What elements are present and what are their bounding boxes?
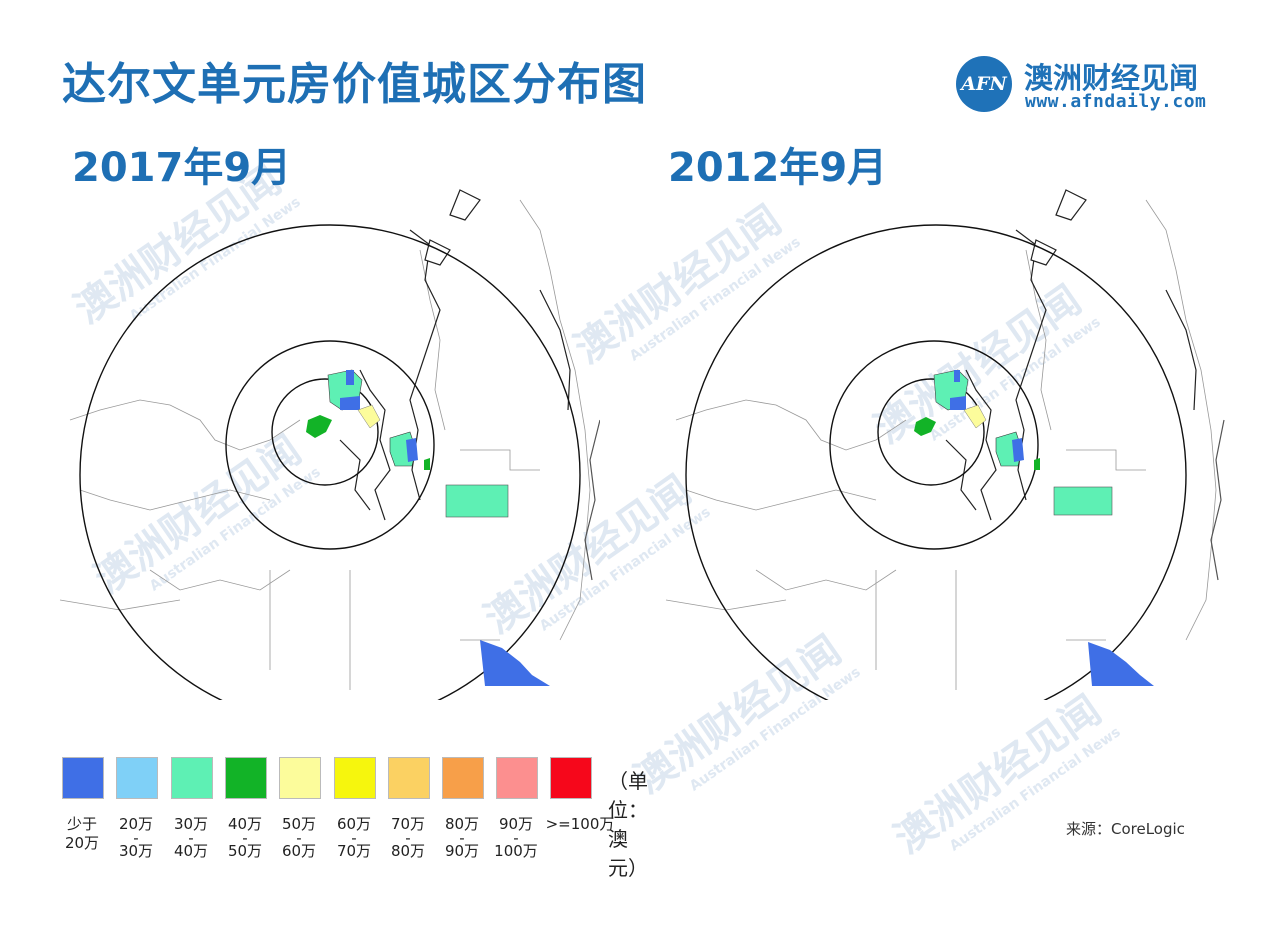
map-date-2017: 2017年9月	[72, 145, 292, 191]
legend-label: >=100万	[545, 815, 615, 833]
legend-swatch	[225, 757, 267, 799]
radius-ring-outer	[685, 224, 1187, 700]
legend-swatch	[496, 757, 538, 799]
legend-label: 90万 -100万	[494, 815, 538, 860]
legend-swatch	[62, 757, 104, 799]
radius-ring-inner	[877, 378, 985, 486]
page-title: 达尔文单元房价值城区分布图	[62, 59, 647, 110]
legend-label: 70万 -80万	[390, 815, 426, 860]
legend-swatch	[388, 757, 430, 799]
source-credit: 来源：CoreLogic	[1066, 820, 1185, 838]
legend-swatch	[442, 757, 484, 799]
watermark: 澳洲财经见闻 Australian Financial News	[886, 687, 1124, 863]
map-2017	[59, 189, 600, 700]
price-regions	[914, 369, 1154, 686]
legend-label: 50万 -60万	[281, 815, 317, 860]
map-2012	[665, 189, 1225, 700]
legend-label: 40万 -50万	[227, 815, 263, 860]
legend-swatch	[334, 757, 376, 799]
radius-ring-inner	[271, 378, 379, 486]
brand-url: www.afndaily.com	[1025, 91, 1207, 112]
legend-swatch	[279, 757, 321, 799]
legend-swatch	[171, 757, 213, 799]
radius-ring-outer	[79, 224, 581, 700]
legend-label: 60万 -70万	[336, 815, 372, 860]
map-date-2012: 2012年9月	[668, 145, 888, 191]
afn-logo: AFN	[956, 56, 1012, 112]
price-regions	[306, 369, 550, 686]
legend-unit-label: （单位：澳元）	[608, 769, 648, 880]
legend-swatch	[550, 757, 592, 799]
radius-ring-middle	[225, 340, 435, 550]
legend-label: 30万 -40万	[173, 815, 209, 860]
radius-ring-middle	[829, 340, 1039, 550]
brand-name: 澳洲财经见闻	[1024, 61, 1199, 95]
legend-swatch	[116, 757, 158, 799]
legend-label: 20万 -30万	[118, 815, 154, 860]
legend-label: 少于 20万	[64, 815, 100, 852]
legend-label: 80万 -90万	[444, 815, 480, 860]
